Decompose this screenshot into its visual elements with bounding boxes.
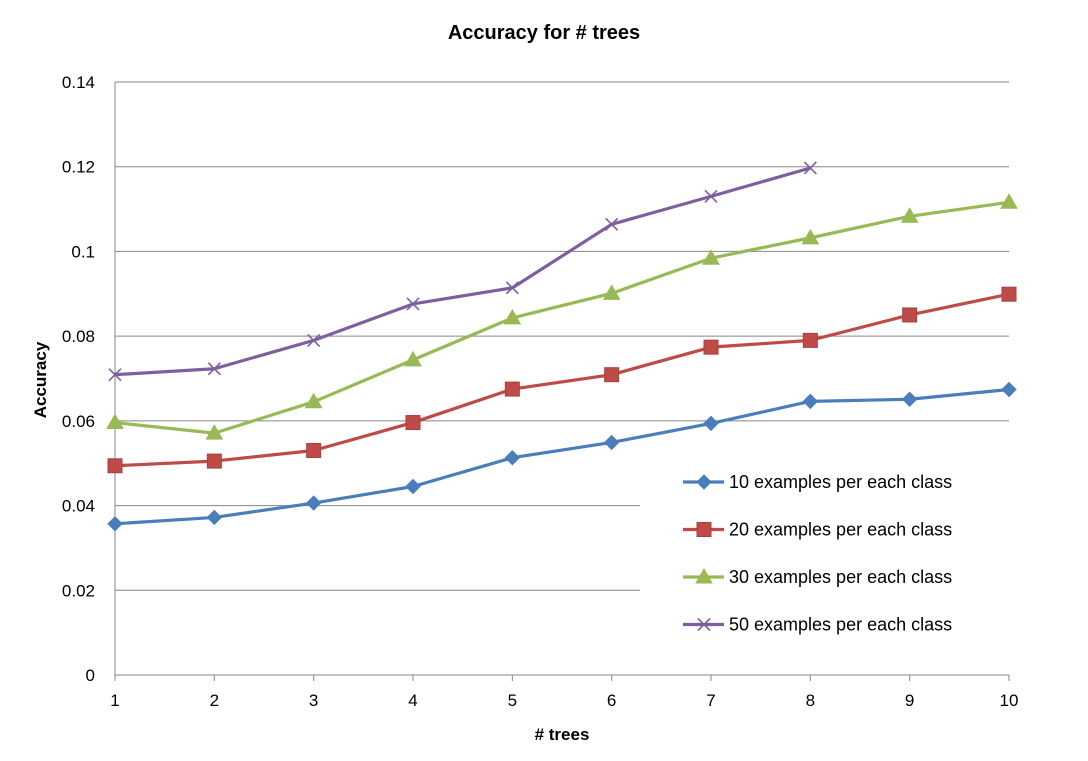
legend: 10 examples per each class 20 examples pe… [683,472,952,635]
x-marker-stroke [697,617,711,632]
y-tick-label: 0.04 [62,497,95,516]
data-point-series-3 [205,424,224,440]
data-point-series-1 [405,478,421,495]
chart-title: Accuracy for # trees [448,22,640,44]
data-point-series-3 [304,392,323,409]
data-point-series-2 [604,367,620,383]
legend-marker [697,617,711,632]
data-point-series-3 [602,284,621,300]
data-point-series-2 [206,453,222,469]
x-marker-stroke [108,368,122,382]
y-tick-labels: 0 0.02 0.04 0.06 0.08 0.1 0.12 0.14 [62,73,95,685]
data-point-series-1 [603,434,620,451]
data-point-series-1 [107,516,123,532]
data-point-series-2 [1001,286,1017,302]
y-tick-label: 0.06 [62,412,95,431]
x-tick-label: 9 [905,691,914,710]
series-line-2 [114,292,1010,468]
y-tick-label: 0.14 [62,73,95,92]
data-point-series-4 [505,281,519,295]
y-tick-label: 0.02 [62,581,95,600]
data-point-series-4 [704,189,718,203]
legend-label: 30 examples per each class [729,567,952,587]
data-point-series-4 [406,297,420,311]
legend-marker [695,567,713,584]
data-point-series-4 [207,362,221,376]
x-marker-stroke [605,217,619,231]
data-point-series-1 [504,450,521,466]
y-tick-label: 0.1 [71,242,95,261]
x-marker-stroke [406,297,420,311]
data-point-series-2 [703,339,719,355]
legend-marker [696,522,712,537]
data-point-series-4 [307,333,321,347]
y-tick-label: 0.08 [62,327,95,346]
data-point-series-4 [803,161,817,175]
data-point-series-3 [801,228,820,245]
x-tick-label: 3 [309,691,318,710]
data-point-series-2 [902,307,918,323]
series-group [106,161,1018,532]
legend-label: 50 examples per each class [729,615,952,635]
data-point-series-3 [503,308,522,325]
x-tick-label: 2 [210,691,219,710]
data-point-series-2 [504,381,520,397]
data-point-series-2 [107,458,123,474]
data-point-series-1 [305,495,322,511]
y-tick-label: 0 [86,666,95,685]
data-point-series-1 [802,393,819,410]
data-point-series-1 [703,415,719,432]
data-point-series-3 [404,350,422,367]
x-tick-label: 8 [806,691,815,710]
data-point-series-3 [702,249,720,265]
x-marker-stroke [207,362,221,376]
data-point-series-1 [206,509,223,526]
data-point-series-4 [605,217,619,231]
data-point-series-3 [106,413,124,430]
x-marker-stroke [803,161,817,175]
y-tick-label: 0.12 [62,158,95,177]
axes [114,82,1010,681]
data-point-series-2 [306,443,322,459]
data-point-series-3 [900,207,919,223]
x-marker-stroke [505,281,519,295]
data-point-series-1 [1001,381,1017,398]
x-marker-stroke [704,189,718,203]
legend-marker [696,474,712,490]
data-point-series-1 [901,391,918,407]
x-tick-label: 1 [110,691,119,710]
x-tick-label: 10 [1000,691,1019,710]
y-axis-title: Accuracy [31,341,50,418]
data-point-series-2 [405,415,421,431]
x-tick-label: 6 [607,691,616,710]
legend-label: 20 examples per each class [729,520,952,540]
x-tick-label: 7 [706,691,715,710]
series-line-1 [114,387,1010,526]
x-marker-stroke [307,333,321,347]
legend-label: 10 examples per each class [729,472,952,492]
series-line-3 [114,200,1010,435]
x-tick-label: 5 [508,691,517,710]
gridlines [115,81,1009,591]
data-point-series-3 [1000,193,1018,209]
x-tick-labels: 1 2 3 4 5 6 7 8 9 10 [110,691,1018,710]
data-point-series-2 [802,332,818,348]
series-line-4 [114,166,811,377]
x-axis-title: # trees [535,725,590,744]
data-point-series-4 [108,368,122,382]
x-tick-label: 4 [408,691,417,710]
